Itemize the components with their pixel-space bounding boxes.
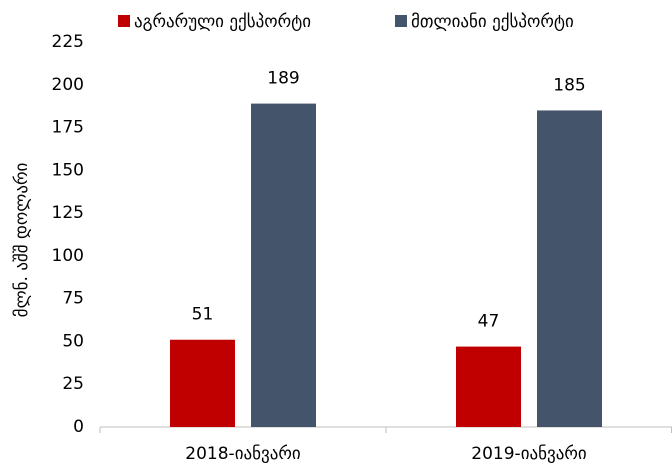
data-label: 185 (553, 75, 585, 95)
data-label: 189 (267, 69, 299, 89)
data-label: 47 (478, 312, 500, 332)
bar (251, 103, 316, 427)
y-tick-label: 175 (52, 118, 84, 138)
bar (456, 346, 521, 427)
y-tick-label: 75 (62, 289, 84, 309)
y-tick-label: 150 (52, 160, 84, 180)
y-tick-label: 50 (62, 331, 84, 351)
data-label: 51 (192, 305, 214, 325)
legend-label: აგრარული ექსპორტი (134, 12, 311, 32)
y-tick-label: 0 (73, 417, 84, 437)
legend-swatch (118, 15, 130, 27)
y-tick-label: 125 (52, 203, 84, 223)
x-tick-label: 2018-იანვარი (185, 444, 300, 464)
legend-label: მთლიანი ექსპორტი (411, 12, 574, 32)
legend-swatch (395, 15, 407, 27)
bar (170, 339, 235, 427)
bar (537, 110, 602, 427)
y-tick-label: 100 (52, 246, 84, 266)
y-axis-label: მლნ. აშშ დოლარი (12, 163, 32, 318)
x-tick-label: 2019-იანვარი (471, 444, 586, 464)
y-tick-label: 25 (62, 374, 84, 394)
y-tick-label: 225 (52, 32, 84, 52)
y-tick-label: 200 (52, 75, 84, 95)
